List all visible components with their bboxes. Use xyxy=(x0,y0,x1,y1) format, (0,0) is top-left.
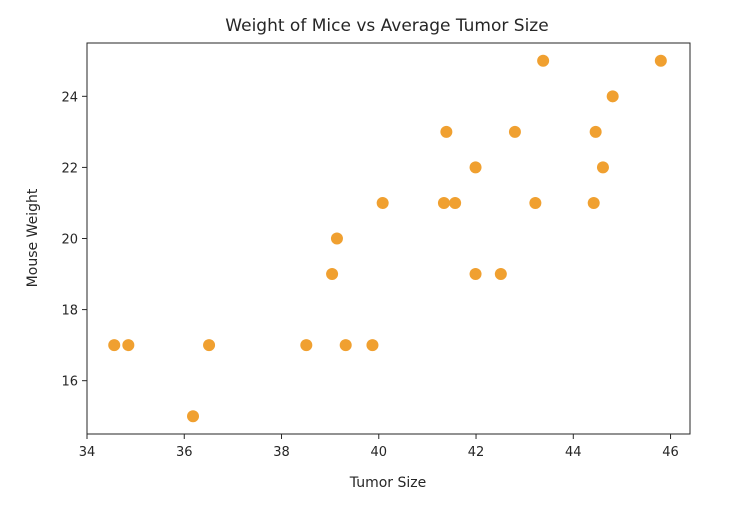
data-point xyxy=(376,196,389,209)
x-tick-label: 38 xyxy=(273,445,290,460)
data-point xyxy=(440,125,453,138)
data-point xyxy=(508,125,521,138)
x-axis-label: Tumor Size xyxy=(349,475,426,491)
y-tick-label: 18 xyxy=(61,304,78,319)
y-tick-label: 16 xyxy=(61,375,78,390)
data-point xyxy=(596,161,609,174)
data-point xyxy=(330,232,343,245)
data-point xyxy=(366,339,379,352)
x-axis-ticks: 34 36 38 40 42 44 46 xyxy=(79,434,679,460)
data-point xyxy=(537,54,550,67)
chart-title: Weight of Mice vs Average Tumor Size xyxy=(225,16,548,36)
x-tick-label: 36 xyxy=(176,445,193,460)
data-point xyxy=(494,268,507,281)
data-point xyxy=(654,54,667,67)
data-point xyxy=(187,410,200,423)
data-point xyxy=(437,196,450,209)
x-tick-label: 34 xyxy=(79,445,96,460)
data-point xyxy=(203,339,216,352)
y-axis-ticks: 16 18 20 22 24 xyxy=(61,90,87,390)
data-point xyxy=(300,339,313,352)
x-tick-label: 46 xyxy=(662,445,679,460)
x-tick-label: 40 xyxy=(371,445,388,460)
data-point xyxy=(339,339,352,352)
data-point xyxy=(469,268,482,281)
x-tick-label: 42 xyxy=(468,445,485,460)
data-point xyxy=(449,196,462,209)
y-tick-label: 24 xyxy=(61,90,78,105)
plot-area-frame xyxy=(86,42,691,435)
data-point xyxy=(587,196,600,209)
data-points xyxy=(108,54,667,423)
data-point xyxy=(108,339,121,352)
data-point xyxy=(589,125,602,138)
data-point xyxy=(469,161,482,174)
y-tick-label: 22 xyxy=(61,161,78,176)
data-point xyxy=(606,90,619,103)
y-tick-label: 20 xyxy=(61,233,78,248)
x-tick-label: 44 xyxy=(565,445,582,460)
data-point xyxy=(326,268,339,281)
data-point xyxy=(529,196,542,209)
y-axis-label: Mouse Weight xyxy=(25,188,41,287)
data-point xyxy=(122,339,135,352)
